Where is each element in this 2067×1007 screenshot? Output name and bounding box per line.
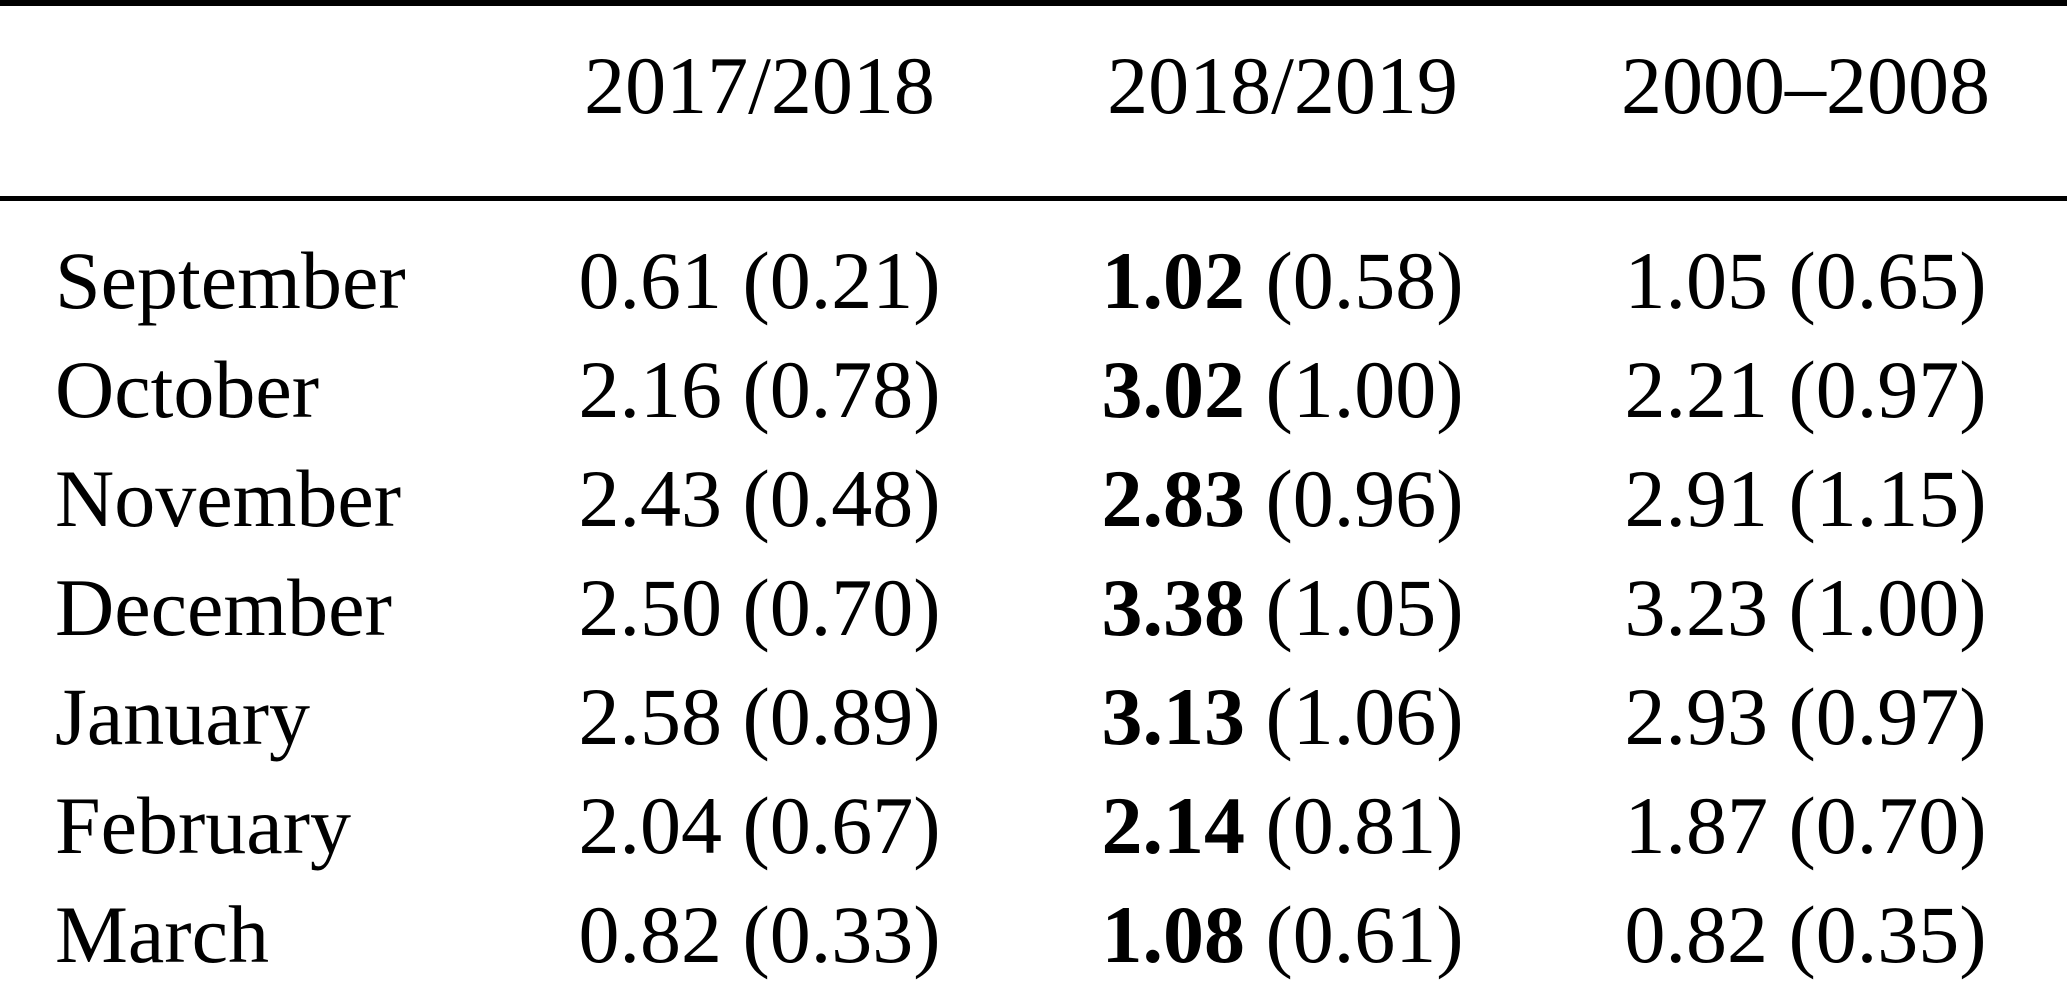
value-cell: 2.43 (0.48) (498, 444, 1021, 553)
value-cell: 2.14 (0.81) (1021, 771, 1544, 880)
value-cell: 2.21 (0.97) (1544, 335, 2067, 444)
sd-value: (0.70) (742, 561, 941, 653)
sd-value: (0.89) (742, 670, 941, 762)
sd-value: (1.00) (1788, 561, 1987, 653)
sd-value: (0.35) (1788, 888, 1987, 980)
sd-value: (0.65) (1788, 234, 1987, 326)
mean-value: 1.87 (1624, 779, 1768, 871)
value-cell: 2.04 (0.67) (498, 771, 1021, 880)
mean-value: 0.82 (1624, 888, 1768, 980)
sd-value: (0.58) (1265, 234, 1464, 326)
table-row-september: September 0.61 (0.21) 1.02 (0.58) 1.05 (… (0, 199, 2067, 336)
sd-value: (1.00) (1265, 343, 1464, 435)
sd-value: (0.97) (1788, 670, 1987, 762)
value-cell: 2.83 (0.96) (1021, 444, 1544, 553)
value-cell: 3.13 (1.06) (1021, 662, 1544, 771)
mean-value: 2.14 (1101, 779, 1245, 871)
value-cell: 2.16 (0.78) (498, 335, 1021, 444)
sd-value: (0.96) (1265, 452, 1464, 544)
mean-value: 0.61 (578, 234, 722, 326)
sd-value: (0.67) (742, 779, 941, 871)
row-label-month: October (55, 343, 320, 435)
row-label-month: March (55, 888, 270, 980)
row-label-month: December (55, 561, 392, 653)
table-row-december: December 2.50 (0.70) 3.38 (1.05) 3.23 (1… (0, 553, 2067, 662)
value-cell: 3.23 (1.00) (1544, 553, 2067, 662)
mean-value: 3.23 (1624, 561, 1768, 653)
value-cell: 1.87 (0.70) (1544, 771, 2067, 880)
column-header-2000-2008: 2000–2008 (1621, 40, 1990, 131)
table-row-february: February 2.04 (0.67) 2.14 (0.81) 1.87 (0… (0, 771, 2067, 880)
header-row: 2017/2018 2018/2019 2000–2008 (0, 3, 2067, 199)
mean-value: 2.58 (578, 670, 722, 762)
table-row-march: March 0.82 (0.33) 1.08 (0.61) 0.82 (0.35… (0, 880, 2067, 1007)
sd-value: (0.61) (1265, 888, 1464, 980)
value-cell: 2.50 (0.70) (498, 553, 1021, 662)
sd-value: (0.33) (742, 888, 941, 980)
mean-value: 1.02 (1101, 234, 1245, 326)
column-header-blank (0, 3, 498, 199)
sd-value: (0.78) (742, 343, 941, 435)
mean-value: 2.16 (578, 343, 722, 435)
value-cell: 2.93 (0.97) (1544, 662, 2067, 771)
value-cell: 3.38 (1.05) (1021, 553, 1544, 662)
mean-value: 2.43 (578, 452, 722, 544)
value-cell: 1.05 (0.65) (1544, 199, 2067, 336)
table-row-january: January 2.58 (0.89) 3.13 (1.06) 2.93 (0.… (0, 662, 2067, 771)
sd-value: (1.06) (1265, 670, 1464, 762)
table-row-october: October 2.16 (0.78) 3.02 (1.00) 2.21 (0.… (0, 335, 2067, 444)
row-label-month: February (55, 779, 352, 871)
column-header-2018-2019: 2018/2019 (1107, 40, 1458, 131)
value-cell: 0.61 (0.21) (498, 199, 1021, 336)
mean-value: 2.04 (578, 779, 722, 871)
value-cell: 3.02 (1.00) (1021, 335, 1544, 444)
mean-value: 2.91 (1624, 452, 1768, 544)
sd-value: (0.48) (742, 452, 941, 544)
sd-value: (0.81) (1265, 779, 1464, 871)
mean-value: 1.05 (1624, 234, 1768, 326)
sd-value: (1.15) (1788, 452, 1987, 544)
mean-value: 2.50 (578, 561, 722, 653)
table-row-november: November 2.43 (0.48) 2.83 (0.96) 2.91 (1… (0, 444, 2067, 553)
sd-value: (1.05) (1265, 561, 1464, 653)
mean-value: 1.08 (1101, 888, 1245, 980)
mean-value: 2.93 (1624, 670, 1768, 762)
mean-value: 3.38 (1101, 561, 1245, 653)
row-label-month: September (55, 234, 406, 326)
column-header-2017-2018: 2017/2018 (584, 40, 935, 131)
row-label-month: November (55, 452, 402, 544)
value-cell: 2.58 (0.89) (498, 662, 1021, 771)
mean-value: 3.13 (1101, 670, 1245, 762)
mean-value: 3.02 (1101, 343, 1245, 435)
mean-value: 2.83 (1101, 452, 1245, 544)
value-cell: 2.91 (1.15) (1544, 444, 2067, 553)
sd-value: (0.21) (742, 234, 941, 326)
value-cell: 1.02 (0.58) (1021, 199, 1544, 336)
row-label-month: January (55, 670, 311, 762)
value-cell: 0.82 (0.33) (498, 880, 1021, 1007)
sd-value: (0.70) (1788, 779, 1987, 871)
value-cell: 1.08 (0.61) (1021, 880, 1544, 1007)
mean-value: 0.82 (578, 888, 722, 980)
sd-value: (0.97) (1788, 343, 1987, 435)
value-cell: 0.82 (0.35) (1544, 880, 2067, 1007)
mean-value: 2.21 (1624, 343, 1768, 435)
